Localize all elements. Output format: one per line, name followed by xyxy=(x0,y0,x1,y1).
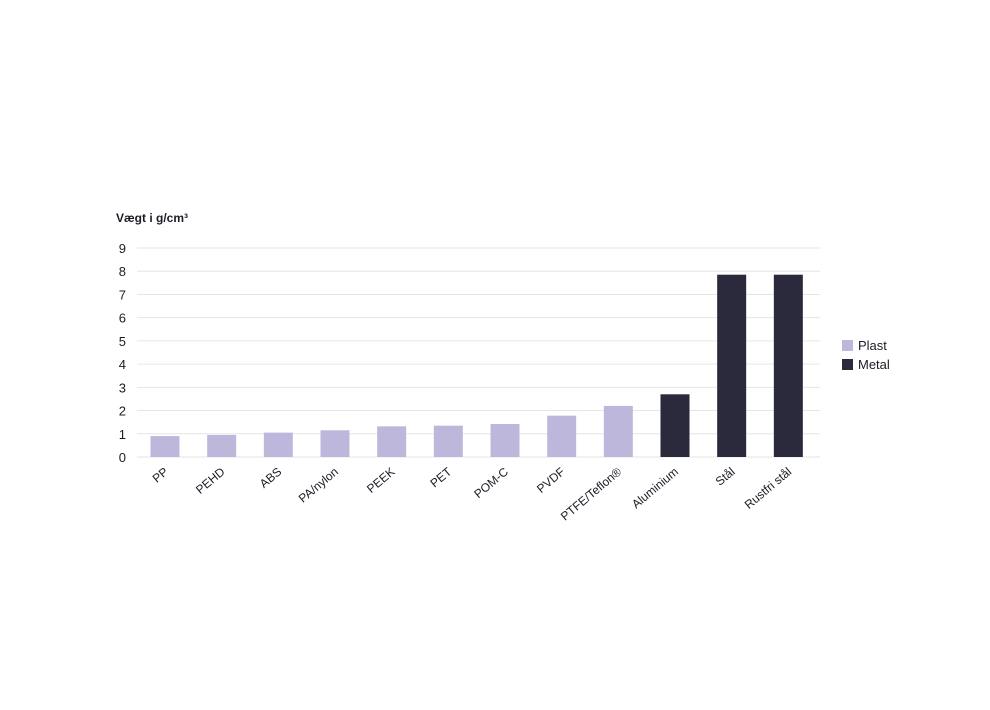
y-tick-label: 1 xyxy=(119,427,126,442)
y-tick-label: 5 xyxy=(119,334,126,349)
y-tick-label: 0 xyxy=(119,450,126,465)
bar-abs xyxy=(263,432,293,457)
y-tick-label: 3 xyxy=(119,380,126,395)
legend-swatch-plast xyxy=(842,340,853,351)
bar-pet xyxy=(433,425,463,457)
x-tick-label: PET xyxy=(427,464,454,490)
y-tick-label: 6 xyxy=(119,311,126,326)
y-axis-title: Vægt i g/cm³ xyxy=(116,211,188,225)
bar-rustfri-st-l xyxy=(773,274,803,457)
y-tick-label: 2 xyxy=(119,404,126,419)
legend: Plast Metal xyxy=(842,338,890,372)
legend-label-metal: Metal xyxy=(858,357,890,372)
bar-pa-nylon xyxy=(320,430,350,457)
x-tick-label: POM-C xyxy=(471,464,511,501)
bar-pom-c xyxy=(490,424,520,457)
x-tick-label: Rustfri stål xyxy=(742,465,794,512)
grid-lines xyxy=(137,247,820,458)
y-tick-label: 4 xyxy=(119,357,126,372)
bar-ptfe-teflon- xyxy=(603,405,633,457)
x-tick-label: ABS xyxy=(257,465,284,491)
x-tick-label: PVDF xyxy=(534,465,568,496)
y-tick-label: 9 xyxy=(119,241,126,256)
x-tick-label: PP xyxy=(150,465,171,486)
x-tick-label: PEEK xyxy=(364,465,398,496)
x-tick-label: Aluminium xyxy=(629,465,681,512)
bar-peek xyxy=(377,426,407,457)
x-tick-label: PTFE/Teflon® xyxy=(558,464,624,523)
bars xyxy=(150,274,803,457)
y-tick-label: 8 xyxy=(119,264,126,279)
y-axis-ticks: 0 1 2 3 4 5 6 7 8 9 xyxy=(119,241,126,465)
x-tick-label: PEHD xyxy=(193,464,228,496)
x-tick-label: Stål xyxy=(713,465,738,489)
legend-swatch-metal xyxy=(842,359,853,370)
bar-pp xyxy=(150,436,180,457)
bar-pvdf xyxy=(547,415,577,457)
y-tick-label: 7 xyxy=(119,287,126,302)
x-tick-label: PA/nylon xyxy=(296,465,341,506)
x-axis-labels: PP PEHD ABS PA/nylon PEEK PET POM-C PVDFPTFE/Te… xyxy=(150,464,795,523)
bar-pehd xyxy=(207,434,237,457)
legend-label-plast: Plast xyxy=(858,338,887,353)
bar-st-l xyxy=(717,274,747,457)
bar-aluminium xyxy=(660,394,690,457)
